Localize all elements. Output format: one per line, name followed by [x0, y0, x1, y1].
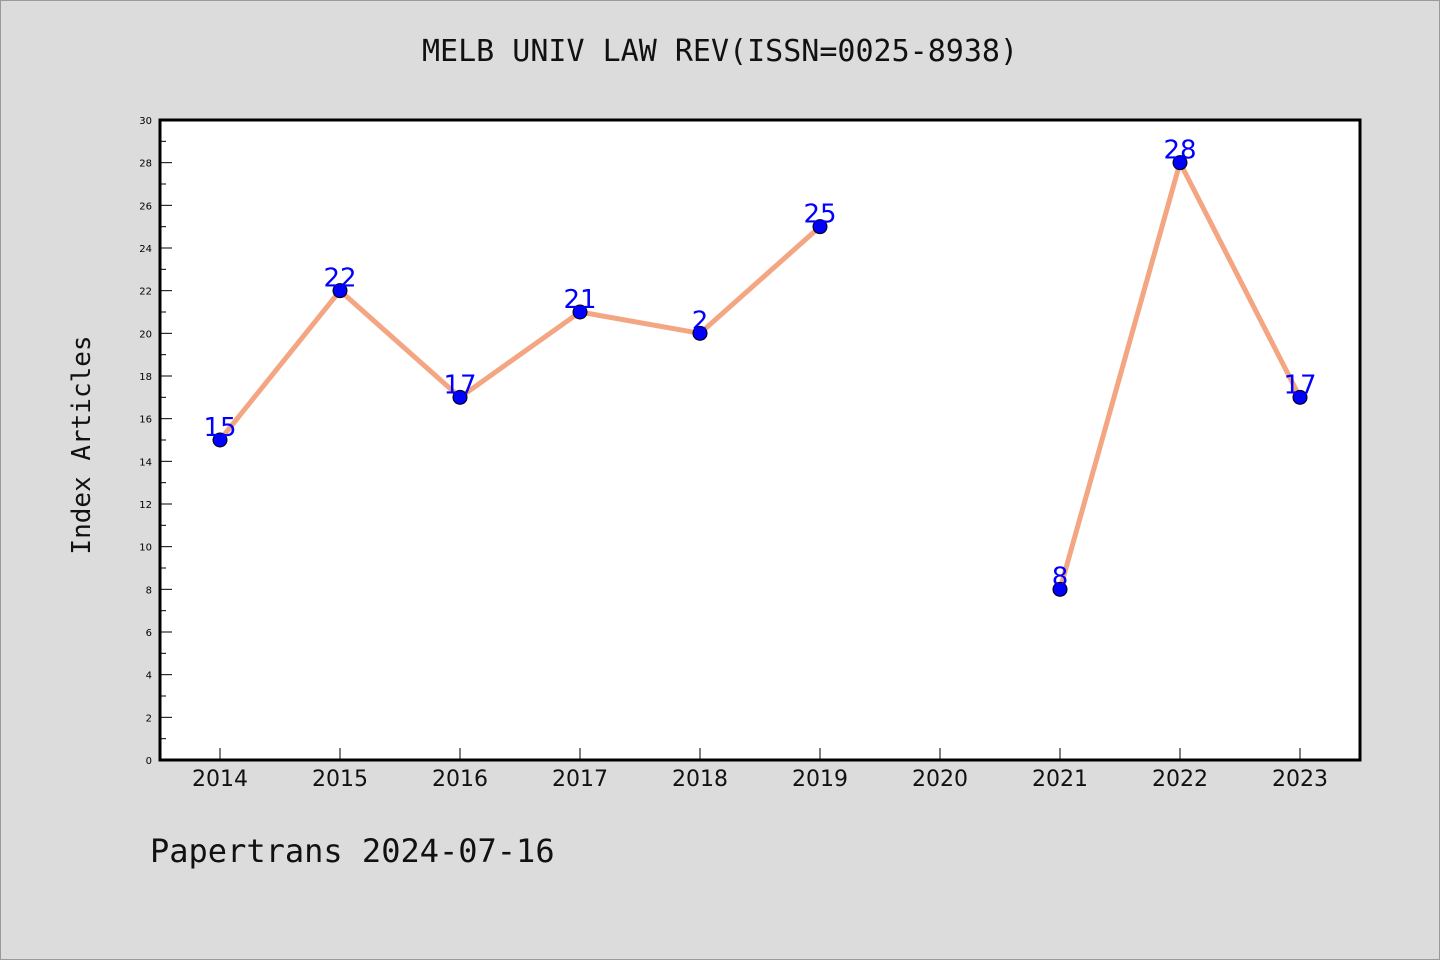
data-point [572, 304, 588, 320]
x-tick-label: 2023 [1272, 767, 1328, 792]
x-axis-ticks: 2014 2015 2016 2017 2018 2019 2020 2021 2022 2023 [192, 748, 1328, 792]
data-point [812, 219, 828, 235]
x-tick-label: 2015 [312, 767, 368, 792]
series-line-segment [697, 224, 823, 336]
x-tick-label: 2019 [792, 767, 848, 792]
x-tick-label: 2014 [192, 767, 248, 792]
x-tick-label: 2021 [1032, 767, 1088, 792]
series-line-segment [337, 288, 463, 400]
data-point [332, 283, 348, 299]
x-tick-label: 2020 [912, 767, 968, 792]
data-label: 28 [1163, 136, 1196, 166]
y-tick-label: 8 [146, 585, 152, 596]
series-line-segment [1057, 160, 1183, 592]
y-tick-label: 24 [139, 244, 152, 255]
y-tick-label: 18 [139, 372, 152, 383]
data-label: 22 [323, 264, 356, 294]
y-tick-label: 0 [146, 756, 152, 767]
data-label: 21 [563, 285, 596, 315]
data-point [692, 325, 708, 341]
x-tick-label: 2022 [1152, 767, 1208, 792]
y-tick-label: 30 [139, 116, 152, 127]
y-tick-label: 22 [139, 287, 152, 298]
series-line-segment [1177, 160, 1303, 400]
x-tick-label: 2018 [672, 767, 728, 792]
y-tick-label: 4 [146, 671, 152, 682]
footer-text: Papertrans 2024-07-16 [150, 832, 555, 870]
data-label: 2 [692, 306, 709, 336]
y-tick-label: 20 [139, 329, 152, 340]
y-tick-label: 14 [139, 457, 152, 468]
point-labels: 15 22 17 21 2 25 8 28 17 [203, 136, 1316, 593]
data-point [1292, 389, 1308, 405]
y-tick-label: 2 [146, 713, 152, 724]
series-line-segment [217, 288, 343, 443]
y-tick-label: 12 [139, 500, 152, 511]
data-label: 8 [1052, 562, 1069, 592]
data-point [1172, 155, 1188, 171]
data-point [212, 432, 228, 448]
plot-border [158, 118, 1362, 762]
y-tick-label: 16 [139, 415, 152, 426]
series-lines [217, 160, 1303, 592]
y-tick-label: 6 [146, 628, 152, 639]
x-tick-label: 2016 [432, 767, 488, 792]
x-tick-label: 2017 [552, 767, 608, 792]
y-tick-label: 10 [139, 543, 152, 554]
data-label: 17 [443, 370, 476, 400]
data-label: 25 [803, 200, 836, 230]
data-point [452, 389, 468, 405]
data-point [1052, 581, 1068, 597]
plot-area [160, 120, 1360, 760]
series-line-segment [577, 309, 703, 336]
y-tick-label: 26 [139, 201, 152, 212]
y-axis-label: Index Articles [67, 335, 97, 554]
series-points [212, 155, 1308, 597]
y-tick-label: 28 [139, 159, 152, 170]
data-label: 15 [203, 413, 236, 443]
chart-title: MELB UNIV LAW REV(ISSN=0025-8938) [421, 34, 1019, 69]
series-line-segment [457, 309, 583, 400]
data-label: 17 [1283, 370, 1316, 400]
